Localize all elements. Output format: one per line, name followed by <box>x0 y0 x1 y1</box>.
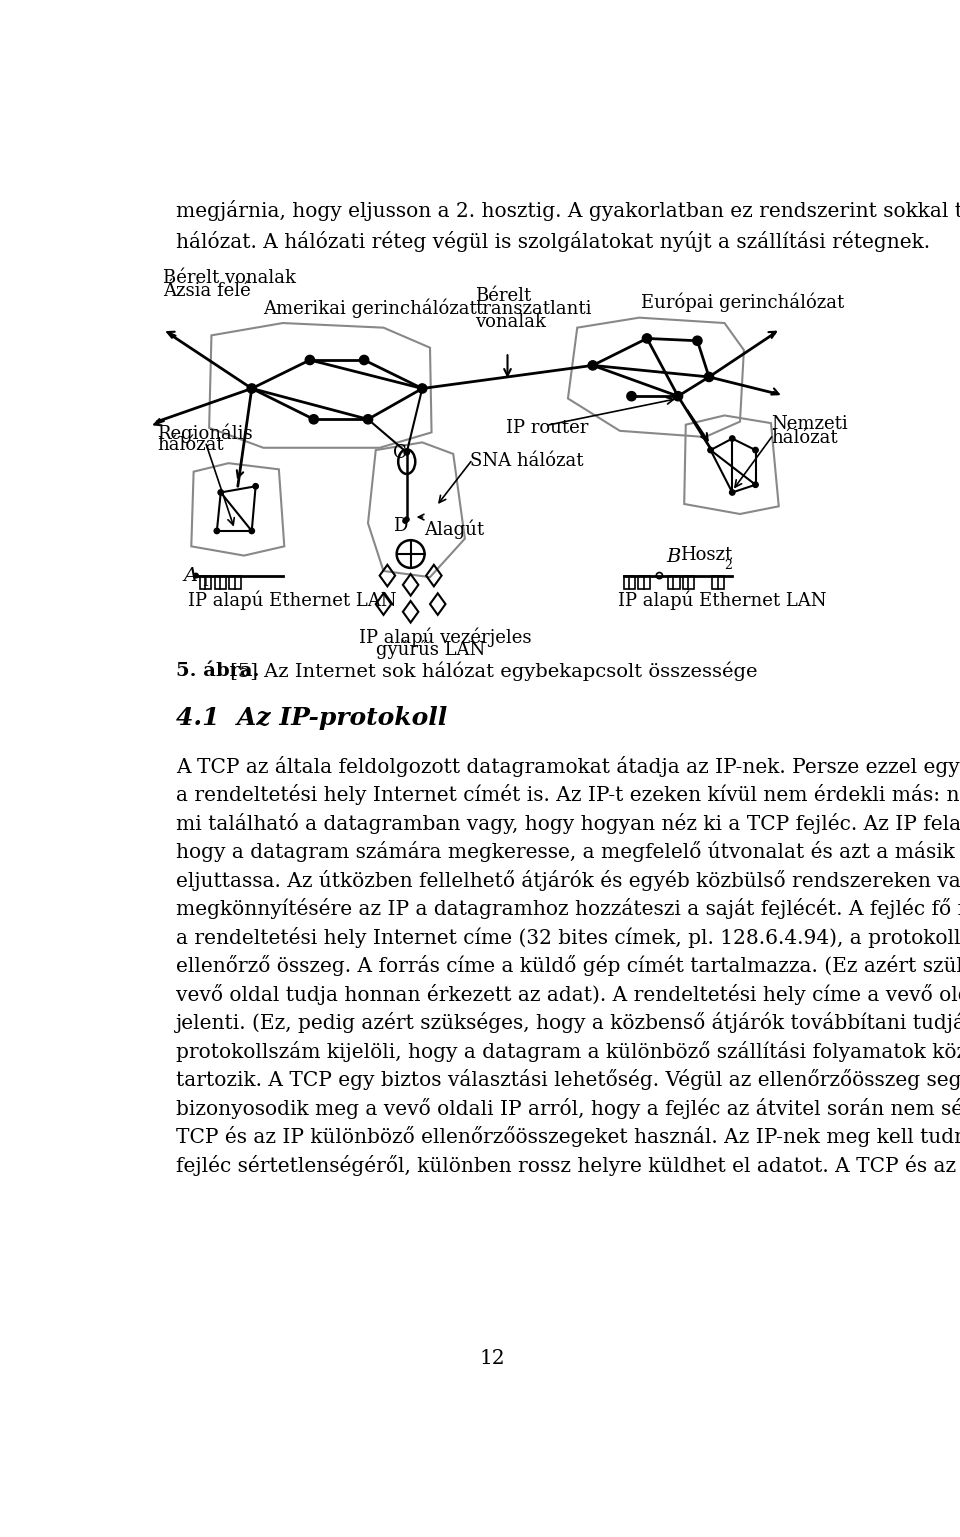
Circle shape <box>418 384 427 393</box>
Text: A TCP az általa feldolgozott datagramokat átadja az IP-nek. Persze ezzel együtt : A TCP az általa feldolgozott datagramoka… <box>176 756 960 776</box>
Text: Hoszt: Hoszt <box>680 546 732 564</box>
Text: C: C <box>393 444 406 463</box>
Circle shape <box>642 334 652 343</box>
Text: B: B <box>666 547 681 566</box>
Text: IP router: IP router <box>506 420 588 438</box>
Circle shape <box>730 437 735 441</box>
Circle shape <box>588 361 597 370</box>
Text: Bérelt vonalak: Bérelt vonalak <box>162 269 296 287</box>
Text: transzatlanti: transzatlanti <box>475 300 591 318</box>
Text: Nemzeti: Nemzeti <box>771 415 848 433</box>
Circle shape <box>753 447 758 453</box>
Circle shape <box>194 573 199 578</box>
Text: SNA hálózat: SNA hálózat <box>470 452 584 470</box>
Text: a rendeltetési hely Internet címe (32 bites címek, pl. 128.6.4.94), a protokolls: a rendeltetési hely Internet címe (32 bi… <box>176 927 960 948</box>
FancyBboxPatch shape <box>683 575 694 590</box>
Circle shape <box>252 484 258 489</box>
Text: 1: 1 <box>202 576 209 589</box>
Circle shape <box>359 355 369 364</box>
Text: Ázsia felé: Ázsia felé <box>162 283 251 300</box>
Circle shape <box>673 392 683 401</box>
Circle shape <box>403 518 408 523</box>
Text: Bérelt: Bérelt <box>475 287 531 304</box>
FancyBboxPatch shape <box>638 575 650 590</box>
Text: megjárnia, hogy eljusson a 2. hosztig. A gyakorlatban ez rendszerint sokkal több: megjárnia, hogy eljusson a 2. hosztig. A… <box>176 200 960 221</box>
Text: [5] Az Internet sok hálózat egybekapcsolt összessége: [5] Az Internet sok hálózat egybekapcsol… <box>224 662 757 681</box>
Circle shape <box>305 355 315 364</box>
Text: hálózat: hálózat <box>771 429 838 447</box>
Text: Alagút: Alagút <box>424 520 485 539</box>
Text: hogy a datagram számára megkeresse, a megfelelő útvonalat és azt a másik oldalho: hogy a datagram számára megkeresse, a me… <box>176 841 960 862</box>
Text: 12: 12 <box>479 1349 505 1368</box>
Text: IP alapú Ethernet LAN: IP alapú Ethernet LAN <box>188 592 396 610</box>
Text: 2: 2 <box>725 559 732 572</box>
Text: Európai gerinchálózat: Európai gerinchálózat <box>641 292 844 312</box>
Text: Amerikai gerinchálózat: Amerikai gerinchálózat <box>263 298 477 318</box>
Text: TCP és az IP különböző ellenőrzőösszegeket használ. Az IP-nek meg kell tudnia gy: TCP és az IP különböző ellenőrzőösszegek… <box>176 1127 960 1147</box>
Circle shape <box>404 516 409 521</box>
Circle shape <box>708 447 713 453</box>
Circle shape <box>753 483 758 487</box>
Text: ellenőrző összeg. A forrás címe a küldő gép címét tartalmazza. (Ez azért szükség: ellenőrző összeg. A forrás címe a küldő … <box>176 954 960 976</box>
Circle shape <box>218 490 224 495</box>
Text: vevő oldal tudja honnan érkezett az adat). A rendeltetési hely címe a vevő oldal: vevő oldal tudja honnan érkezett az adat… <box>176 984 960 1005</box>
Text: protokollszám kijelöli, hogy a datagram a különböző szállítási folyamatok közül : protokollszám kijelöli, hogy a datagram … <box>176 1041 960 1062</box>
FancyBboxPatch shape <box>712 575 724 590</box>
FancyBboxPatch shape <box>624 575 636 590</box>
Circle shape <box>693 337 702 346</box>
Text: A: A <box>183 567 198 586</box>
FancyBboxPatch shape <box>229 575 241 590</box>
Text: 5. ábra.: 5. ábra. <box>176 662 259 679</box>
Text: vonalak: vonalak <box>475 314 546 330</box>
Text: D: D <box>393 516 407 535</box>
Text: mi található a datagramban vagy, hogy hogyan néz ki a TCP fejléc. Az IP feladata: mi található a datagramban vagy, hogy ho… <box>176 813 960 833</box>
Text: a rendeltetési hely Internet címét is. Az IP-t ezeken kívül nem érdekli más: nem: a rendeltetési hely Internet címét is. A… <box>176 784 960 805</box>
Text: megkönnyítésére az IP a datagramhoz hozzáteszi a saját fejlécét. A fejléc fő rés: megkönnyítésére az IP a datagramhoz hozz… <box>176 898 960 919</box>
Text: Regionális: Regionális <box>157 423 252 443</box>
Circle shape <box>705 372 713 381</box>
FancyBboxPatch shape <box>200 575 211 590</box>
Circle shape <box>214 529 220 533</box>
Circle shape <box>249 529 254 533</box>
Text: IP alapú Ethernet LAN: IP alapú Ethernet LAN <box>617 592 826 610</box>
Text: fejléc sértetlenségéről, különben rossz helyre küldhet el adatot. A TCP és az IP: fejléc sértetlenségéről, különben rossz … <box>176 1154 960 1176</box>
Text: IP alapú vezérjeles: IP alapú vezérjeles <box>359 627 531 647</box>
Circle shape <box>363 415 372 424</box>
Text: tartozik. A TCP egy biztos választási lehetőség. Végül az ellenőrzőösszeg segíts: tartozik. A TCP egy biztos választási le… <box>176 1070 960 1090</box>
Text: 4.1  Az IP-protokoll: 4.1 Az IP-protokoll <box>176 707 447 730</box>
Text: hálózat. A hálózati réteg végül is szolgálatokat nyújt a szállítási rétegnek.: hálózat. A hálózati réteg végül is szolg… <box>176 231 930 252</box>
Text: jelenti. (Ez, pedig azért szükséges, hogy a közbenső átjárók továbbítani tudják : jelenti. (Ez, pedig azért szükséges, hog… <box>176 1013 960 1033</box>
Circle shape <box>309 415 319 424</box>
Circle shape <box>627 392 636 401</box>
Text: bizonyosodik meg a vevő oldali IP arról, hogy a fejléc az átvitel során nem sérü: bizonyosodik meg a vevő oldali IP arról,… <box>176 1097 960 1119</box>
Circle shape <box>730 490 735 495</box>
FancyBboxPatch shape <box>214 575 227 590</box>
Circle shape <box>247 384 256 393</box>
FancyBboxPatch shape <box>668 575 680 590</box>
Text: gyűrűs LAN: gyűrűs LAN <box>375 641 485 659</box>
Text: eljuttassa. Az útközben fellelhető átjárók és egyéb közbülső rendszereken való á: eljuttassa. Az útközben fellelhető átjár… <box>176 870 960 891</box>
Circle shape <box>404 450 410 455</box>
Text: hálózat: hálózat <box>157 437 224 455</box>
